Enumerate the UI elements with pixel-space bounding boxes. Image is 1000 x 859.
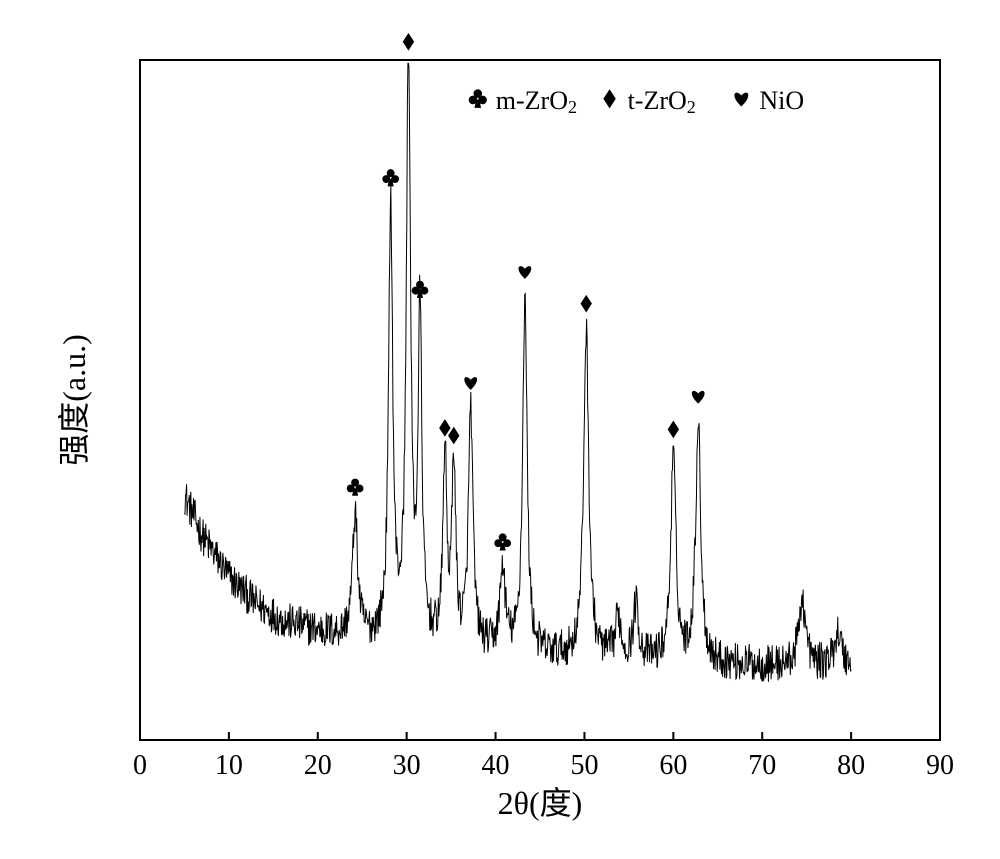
svg-text:10: 10 <box>215 750 243 781</box>
svg-text:NiO: NiO <box>759 86 804 115</box>
svg-text:90: 90 <box>926 750 954 781</box>
svg-text:20: 20 <box>304 750 332 781</box>
svg-text:70: 70 <box>748 750 776 781</box>
svg-text:50: 50 <box>570 750 598 781</box>
svg-text:强度(a.u.): 强度(a.u.) <box>56 334 92 466</box>
svg-text:t-ZrO2: t-ZrO2 <box>628 86 696 117</box>
svg-text:40: 40 <box>482 750 510 781</box>
svg-text:30: 30 <box>393 750 421 781</box>
svg-text:2θ(度): 2θ(度) <box>498 785 583 821</box>
svg-text:80: 80 <box>837 750 865 781</box>
svg-text:0: 0 <box>133 750 147 781</box>
svg-text:m-ZrO2: m-ZrO2 <box>496 86 577 117</box>
svg-text:60: 60 <box>659 750 687 781</box>
xrd-chart: 0 10 20 30 40 50 60 70 80 90 2θ(度) 强度(a.u.) m-ZrO2 t-… <box>0 0 1000 859</box>
chart-svg: 0 10 20 30 40 50 60 70 80 90 2θ(度) 强度(a.u.) m-ZrO2 t-… <box>0 0 1000 859</box>
